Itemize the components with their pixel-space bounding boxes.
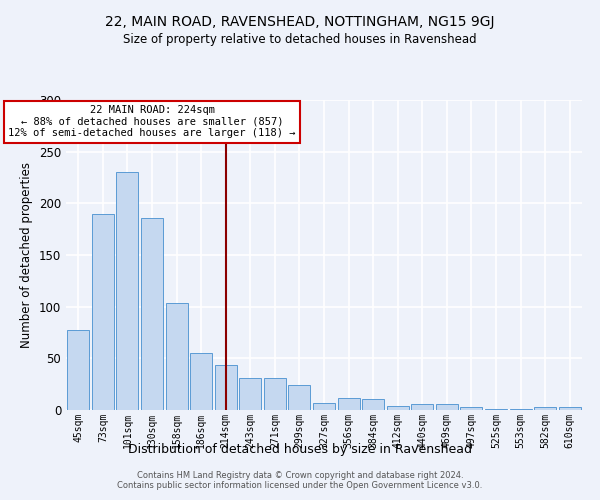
Bar [386, 406, 409, 410]
Bar [215, 364, 237, 410]
Bar [338, 398, 359, 410]
Text: 22, MAIN ROAD, RAVENSHEAD, NOTTINGHAM, NG15 9GJ: 22, MAIN ROAD, RAVENSHEAD, NOTTINGHAM, N… [105, 15, 495, 29]
Bar [509, 409, 532, 410]
Bar [289, 385, 310, 410]
Bar [239, 378, 262, 410]
Y-axis label: Number of detached properties: Number of detached properties [20, 162, 34, 348]
Bar [67, 330, 89, 410]
Bar [485, 409, 507, 410]
Bar [534, 407, 556, 410]
Bar [313, 403, 335, 410]
Bar [141, 218, 163, 410]
Text: 22 MAIN ROAD: 224sqm
← 88% of detached houses are smaller (857)
12% of semi-deta: 22 MAIN ROAD: 224sqm ← 88% of detached h… [8, 105, 296, 138]
Bar [264, 378, 286, 410]
Bar [116, 172, 139, 410]
Bar [92, 214, 114, 410]
Bar [411, 404, 433, 410]
Bar [362, 398, 384, 410]
Bar [436, 404, 458, 410]
Text: Contains HM Land Registry data © Crown copyright and database right 2024.
Contai: Contains HM Land Registry data © Crown c… [118, 470, 482, 490]
Bar [559, 407, 581, 410]
Text: Size of property relative to detached houses in Ravenshead: Size of property relative to detached ho… [123, 32, 477, 46]
Bar [190, 353, 212, 410]
Bar [460, 407, 482, 410]
Text: Distribution of detached houses by size in Ravenshead: Distribution of detached houses by size … [128, 442, 472, 456]
Bar [166, 302, 188, 410]
